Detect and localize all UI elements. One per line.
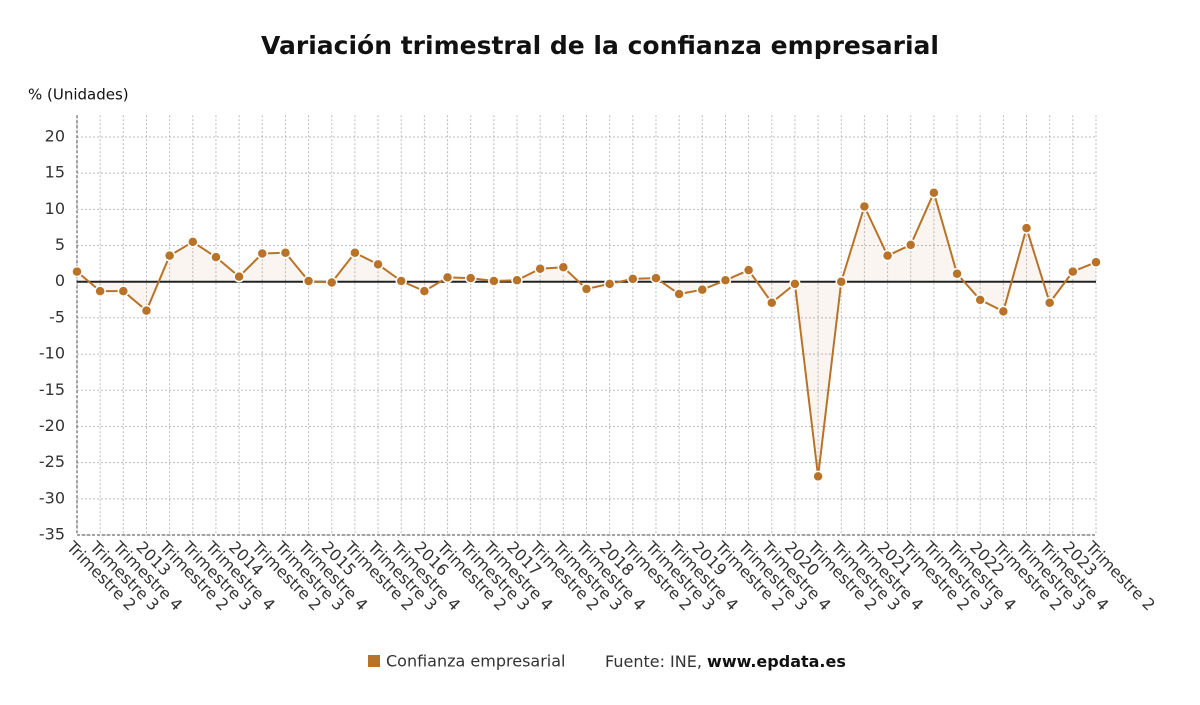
point xyxy=(766,296,778,309)
point xyxy=(742,264,755,276)
y-tick-label: 5 xyxy=(55,235,65,254)
point xyxy=(603,278,616,290)
point xyxy=(904,239,917,251)
y-tick-label: -10 xyxy=(39,344,65,363)
point xyxy=(511,274,523,287)
point xyxy=(627,273,639,285)
point xyxy=(835,275,847,288)
point xyxy=(210,251,222,263)
source: Fuente: INE, www.epdata.es xyxy=(605,652,846,671)
legend: Confianza empresarial Fuente: INE, www.e… xyxy=(368,652,846,671)
y-tick-label: -5 xyxy=(49,307,65,326)
point xyxy=(71,265,83,278)
point xyxy=(279,247,292,259)
point xyxy=(719,274,732,287)
area xyxy=(77,192,1096,477)
point xyxy=(858,200,871,213)
point xyxy=(326,276,338,289)
chart-title: Variación trimestral de la confianza emp… xyxy=(261,31,939,60)
point xyxy=(557,261,570,274)
point xyxy=(534,262,546,275)
legend-swatch xyxy=(368,655,380,667)
y-tick-label: -35 xyxy=(39,525,65,544)
point xyxy=(812,470,824,483)
point xyxy=(1043,296,1056,309)
point xyxy=(418,285,431,297)
point xyxy=(673,288,685,300)
point xyxy=(256,247,269,260)
point xyxy=(1090,256,1102,268)
y-tick-label: 15 xyxy=(45,163,65,182)
point xyxy=(881,249,894,262)
point xyxy=(951,268,963,280)
point xyxy=(140,304,153,317)
point xyxy=(187,236,199,248)
y-tick-label: 20 xyxy=(45,127,65,146)
point xyxy=(302,275,315,287)
point xyxy=(997,305,1010,318)
source-text: Fuente: INE, xyxy=(605,652,702,671)
y-tick-label: -15 xyxy=(39,380,65,399)
y-tick-label: -25 xyxy=(39,452,65,471)
y-tick-label: 0 xyxy=(55,271,65,290)
point xyxy=(464,272,477,284)
point xyxy=(696,283,709,296)
point xyxy=(233,270,245,283)
y-tick-label: -30 xyxy=(39,488,65,507)
source-link: www.epdata.es xyxy=(707,652,846,671)
point xyxy=(372,258,384,271)
point xyxy=(974,294,986,306)
point xyxy=(94,285,106,297)
point xyxy=(580,283,593,295)
point xyxy=(1067,265,1079,278)
point xyxy=(488,275,500,287)
point xyxy=(1020,222,1033,234)
y-tick-label: 10 xyxy=(45,199,65,218)
point xyxy=(928,186,940,199)
point xyxy=(395,275,407,287)
y-tick-label: -20 xyxy=(39,416,65,435)
point xyxy=(441,271,454,284)
point xyxy=(650,272,662,284)
y-axis-label: % (Unidades) xyxy=(28,86,129,104)
legend-label: Confianza empresarial xyxy=(386,652,565,671)
point xyxy=(349,247,361,259)
point xyxy=(163,249,176,262)
point xyxy=(117,285,130,297)
point xyxy=(789,278,801,290)
